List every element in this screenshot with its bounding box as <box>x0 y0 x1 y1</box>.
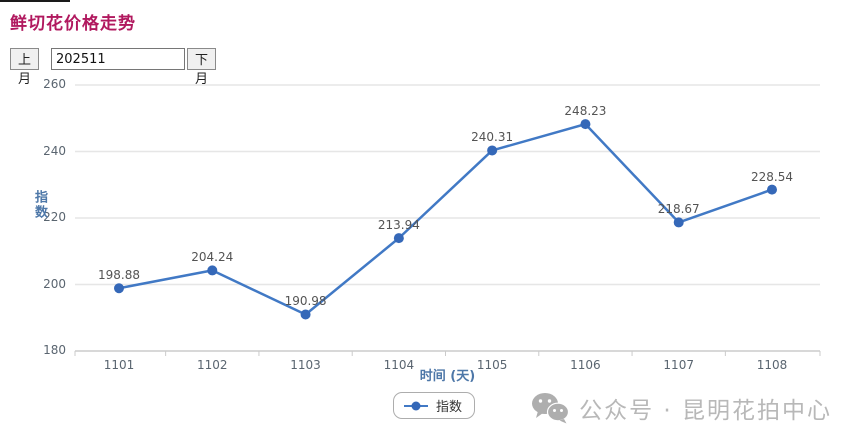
x-axis-title: 时间 (天) <box>419 369 476 384</box>
top-edge-artifact <box>0 0 70 2</box>
x-tick-label: 1107 <box>663 358 694 372</box>
x-tick-label: 1102 <box>197 358 228 372</box>
data-point[interactable] <box>767 184 777 195</box>
watermark: 公众号 · 昆明花拍中心 <box>531 391 832 425</box>
x-tick-label: 1106 <box>570 358 601 372</box>
x-tick-label: 1103 <box>290 358 321 372</box>
legend-line-marker-icon <box>404 401 428 410</box>
data-point-label: 213.94 <box>377 218 420 233</box>
data-point[interactable] <box>673 217 684 228</box>
next-month-button[interactable]: 下月 <box>187 48 217 87</box>
data-point[interactable] <box>300 309 311 320</box>
x-tick-label: 1101 <box>103 358 135 372</box>
data-point-label: 190.98 <box>284 294 327 309</box>
data-point-label: 218.67 <box>657 202 700 217</box>
prev-month-button[interactable]: 上月 <box>10 48 40 87</box>
y-tick-label: 180 <box>43 343 66 357</box>
data-point-label: 204.24 <box>191 250 234 265</box>
data-point-label: 248.23 <box>564 104 607 119</box>
y-tick-label: 200 <box>43 276 66 291</box>
data-point[interactable] <box>487 145 498 156</box>
x-tick-label: 1108 <box>756 358 788 372</box>
legend-label: 指数 <box>436 400 463 415</box>
y-tick-label: 240 <box>43 143 66 158</box>
data-point[interactable] <box>114 283 124 294</box>
data-point[interactable] <box>580 119 591 130</box>
series-line <box>118 122 773 316</box>
y-tick-label: 260 <box>43 77 66 91</box>
wechat-icon <box>532 393 570 424</box>
data-point-label: 198.88 <box>98 268 140 283</box>
y-axis-title: 指数 <box>32 190 47 220</box>
legend-index-series[interactable]: 指数 <box>393 392 476 419</box>
month-input[interactable] <box>51 48 185 70</box>
y-tick-label: 220 <box>43 210 66 224</box>
data-point-label: 228.54 <box>751 169 793 184</box>
x-tick-label: 1104 <box>383 358 415 372</box>
page-title: 鲜切花价格走势 <box>10 14 136 34</box>
watermark-text: 公众号 · 昆明花拍中心 <box>579 398 832 424</box>
data-point-label: 240.31 <box>471 130 514 145</box>
data-point[interactable] <box>393 233 404 244</box>
x-tick-label: 1105 <box>476 358 508 372</box>
data-point[interactable] <box>207 265 218 276</box>
